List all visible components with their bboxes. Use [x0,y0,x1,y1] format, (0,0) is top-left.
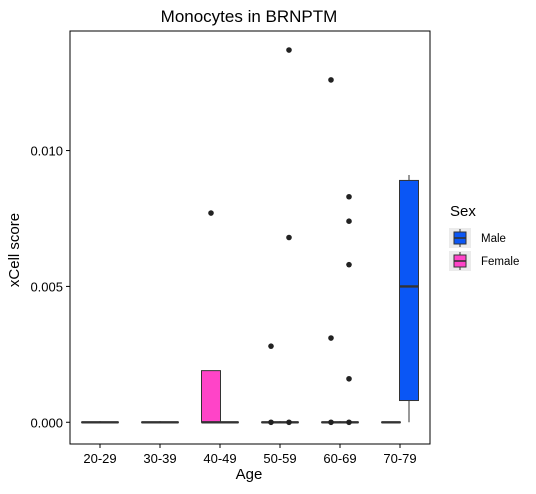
outlier-point [328,335,334,341]
box-male-50-59 [280,47,299,425]
x-tick-label: 40-49 [203,451,236,466]
box-body [202,371,221,423]
plot-marks [82,47,419,425]
y-axis: 0.000 0.005 0.010 [30,144,70,431]
x-tick-label: 50-59 [263,451,296,466]
y-axis-title: xCell score [6,213,23,287]
outlier-point [346,262,352,268]
y-tick-label: 0.000 [30,415,63,430]
y-tick-label: 0.010 [30,144,63,159]
x-tick-label: 70-79 [383,451,416,466]
box-female-60-69 [322,77,341,425]
box-body [400,180,419,400]
x-tick-label: 30-39 [143,451,176,466]
outlier-point [328,77,334,83]
legend-label-male: Male [481,233,506,245]
legend: Sex Male Female [449,203,519,271]
outlier-point [346,218,352,224]
outlier-point [286,47,292,53]
box-male-60-69 [340,194,359,425]
outlier-point [286,235,292,241]
outlier-point [346,376,352,382]
outlier-point [268,343,274,349]
legend-label-female: Female [481,256,519,268]
outlier-point [346,194,352,200]
chart-title: Monocytes in BRNPTM [161,7,338,26]
box-female-40-49 [202,210,221,422]
outlier-point [208,210,214,216]
x-tick-label: 20-29 [83,451,116,466]
box-male-70-79 [400,175,419,422]
outlier-point [328,419,334,425]
plot-panel-border [70,31,430,444]
x-axis-title: Age [236,466,263,483]
outlier-point [268,419,274,425]
outlier-point [286,419,292,425]
box-female-50-59 [262,343,281,425]
outlier-point [346,419,352,425]
legend-title: Sex [450,203,476,220]
x-tick-label: 60-69 [323,451,356,466]
y-tick-label: 0.005 [30,279,63,294]
x-axis: 20-29 30-39 40-49 50-59 60-69 70-79 [83,444,416,466]
